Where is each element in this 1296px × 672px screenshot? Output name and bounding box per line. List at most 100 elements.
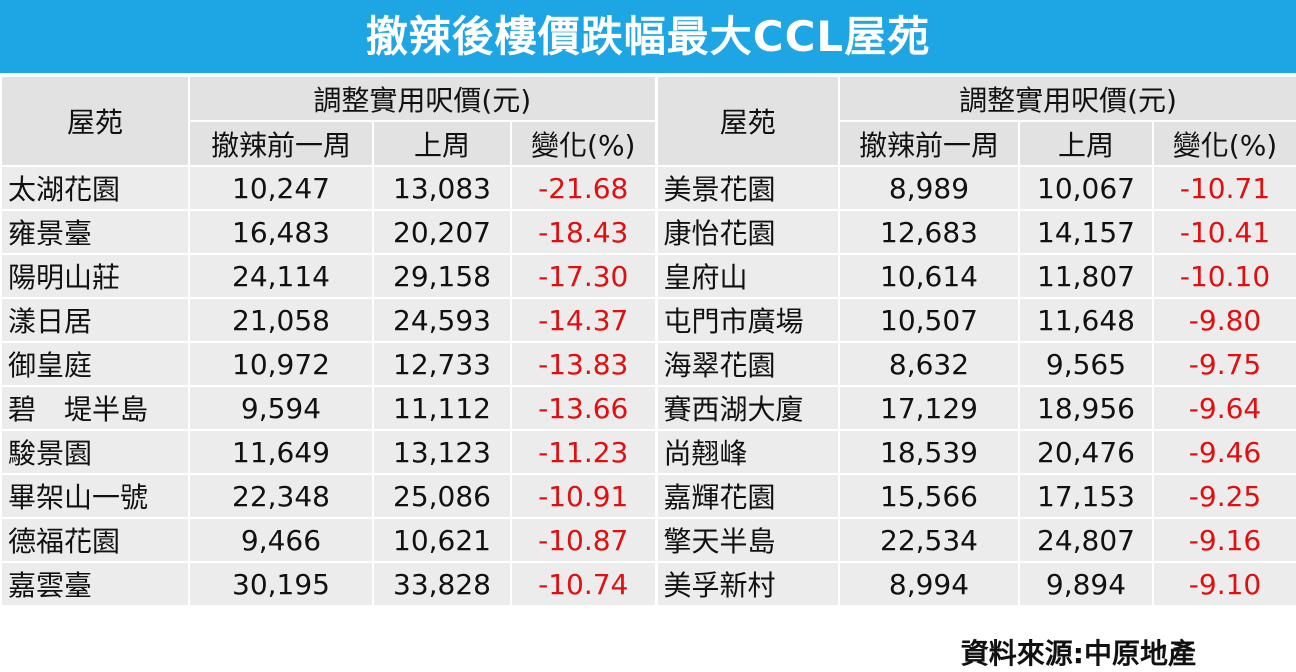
change-cell: -17.30 (510, 253, 658, 299)
change-cell: -11.23 (510, 429, 658, 475)
data-row: 駿景園 11,649 13,123 -11.23 尚翹峰 18,539 20,476 -9.4… (0, 429, 1296, 475)
price-cell: 17,129 (838, 385, 1020, 431)
price-cell: 15,566 (838, 473, 1020, 519)
estate-name: 嘉輝花園 (655, 473, 840, 519)
price-cell: 14,157 (1018, 209, 1154, 255)
header-row: 屋苑 調整實用呎價(元) 屋苑 調整實用呎價(元) (0, 75, 1296, 167)
change-cell: -9.10 (1151, 561, 1296, 607)
estate-header: 屋苑 (655, 75, 840, 167)
price-cell: 33,828 (372, 561, 512, 607)
price-cell: 9,894 (1018, 561, 1154, 607)
estate-name: 雍景臺 (0, 209, 190, 255)
price-cell: 12,733 (372, 341, 512, 387)
estate-name: 德福花園 (0, 517, 190, 563)
change-cell: -10.74 (510, 561, 658, 607)
column-header: 撤辣前一周 (838, 120, 1020, 167)
price-cell: 24,807 (1018, 517, 1154, 563)
price-cell: 29,158 (372, 253, 512, 299)
column-header: 變化(%) (510, 120, 658, 167)
data-row: 畢架山一號 22,348 25,086 -10.91 嘉輝花園 15,566 17,153-… (0, 473, 1296, 519)
column-header: 變化(%) (1151, 120, 1296, 167)
estate-name: 屯門市廣場 (655, 297, 840, 343)
data-row: 嘉雲臺 30,195 33,828 -10.74 美孚新村 8,994 9,894 -9.10 (0, 561, 1296, 607)
price-cell: 8,994 (838, 561, 1020, 607)
estate-name: 碧 堤半島 (0, 385, 190, 431)
estate-name: 駿景園 (0, 429, 190, 475)
subheader-row: 撤辣前一周 上周 變化(%) 撤辣前一周 上周 變化(%) (1, 120, 1296, 167)
estate-name: 康怡花園 (655, 209, 840, 255)
price-cell: 10,972 (188, 341, 374, 387)
price-cell: 22,534 (838, 517, 1020, 563)
price-cell: 10,067 (1018, 165, 1154, 211)
price-cell: 10,614 (838, 253, 1020, 299)
estate-name: 賽西湖大廈 (655, 385, 840, 431)
change-cell: -14.37 (510, 297, 658, 343)
column-header: 撤辣前一周 (188, 120, 374, 167)
estate-name: 美景花園 (655, 165, 840, 211)
data-row: 雍景臺 16,483 20,207 -18.43 康怡花園 12,683 14,157 -10… (0, 209, 1296, 255)
data-row: 漾日居 21,058 24,593 -14.37 屯門市廣場 10,507 11,648 -9… (0, 297, 1296, 343)
change-cell: -10.91 (510, 473, 658, 519)
price-cell: 8,989 (838, 165, 1020, 211)
change-cell: -10.87 (510, 517, 658, 563)
column-header: 上周 (1018, 120, 1154, 167)
price-cell: 10,247 (188, 165, 374, 211)
estate-name: 美孚新村 (655, 561, 840, 607)
change-cell: -9.75 (1151, 341, 1296, 387)
price-cell: 11,807 (1018, 253, 1154, 299)
data-row: 碧 堤半島 9,594 11,112 -13.66 賽西湖大廈 17,129 18,956-… (0, 385, 1296, 431)
change-cell: -13.83 (510, 341, 658, 387)
price-cell: 20,207 (372, 209, 512, 255)
price-cell: 18,539 (838, 429, 1020, 475)
data-row: 德福花園 9,466 10,621 -10.87 擎天半島 22,534 24,807 -9.… (0, 517, 1296, 563)
price-cell: 30,195 (188, 561, 374, 607)
price-cell: 17,153 (1018, 473, 1154, 519)
estate-name: 畢架山一號 (0, 473, 190, 519)
estate-name: 擎天半島 (655, 517, 840, 563)
price-cell: 11,648 (1018, 297, 1154, 343)
change-cell: -9.16 (1151, 517, 1296, 563)
group-header: 調整實用呎價(元) (837, 75, 1296, 122)
price-cell: 25,086 (372, 473, 512, 519)
price-table: 屋苑 調整實用呎價(元) 屋苑 調整實用呎價(元) 撤辣前一周 上周 變化(%) 撤辣前一周上… (0, 75, 1296, 607)
price-cell: 24,114 (188, 253, 374, 299)
price-cell: 9,565 (1018, 341, 1154, 387)
estate-header: 屋苑 (0, 75, 190, 167)
price-cell: 20,476 (1018, 429, 1154, 475)
price-cell: 8,632 (838, 341, 1020, 387)
estate-name: 嘉雲臺 (0, 561, 190, 607)
data-row: 陽明山莊 24,114 29,158 -17.30 皇府山 10,614 11,807 -10… (0, 253, 1296, 299)
price-cell: 12,683 (838, 209, 1020, 255)
title: 撤辣後樓價跌幅最大CCL屋苑 (0, 0, 1296, 73)
price-cell: 22,348 (188, 473, 374, 519)
price-cell: 18,956 (1018, 385, 1154, 431)
price-cell: 11,649 (188, 429, 374, 475)
price-cell: 16,483 (188, 209, 374, 255)
price-cell: 13,083 (372, 165, 512, 211)
change-cell: -9.80 (1151, 297, 1296, 343)
data-row: 太湖花園 10,247 13,083 -21.68 美景花園 8,989 10,067 -10… (0, 165, 1296, 211)
group-header: 調整實用呎價(元) (188, 75, 658, 122)
price-cell: 24,593 (372, 297, 512, 343)
estate-name: 尚翹峰 (655, 429, 840, 475)
change-cell: -10.41 (1151, 209, 1296, 255)
change-cell: -18.43 (510, 209, 658, 255)
price-cell: 11,112 (372, 385, 512, 431)
estate-name: 皇府山 (655, 253, 840, 299)
estate-name: 御皇庭 (0, 341, 190, 387)
change-cell: -9.25 (1151, 473, 1296, 519)
change-cell: -10.10 (1151, 253, 1296, 299)
column-header: 上周 (372, 120, 512, 167)
change-cell: -21.68 (510, 165, 658, 211)
price-cell: 10,507 (838, 297, 1020, 343)
price-cell: 10,621 (372, 517, 512, 563)
price-cell: 9,594 (188, 385, 374, 431)
change-cell: -13.66 (510, 385, 658, 431)
change-cell: -9.46 (1151, 429, 1296, 475)
source-note: 資料來源:中原地產 (960, 637, 1196, 670)
change-cell: -10.71 (1151, 165, 1296, 211)
change-cell: -9.64 (1151, 385, 1296, 431)
estate-name: 陽明山莊 (0, 253, 190, 299)
price-cell: 9,466 (188, 517, 374, 563)
